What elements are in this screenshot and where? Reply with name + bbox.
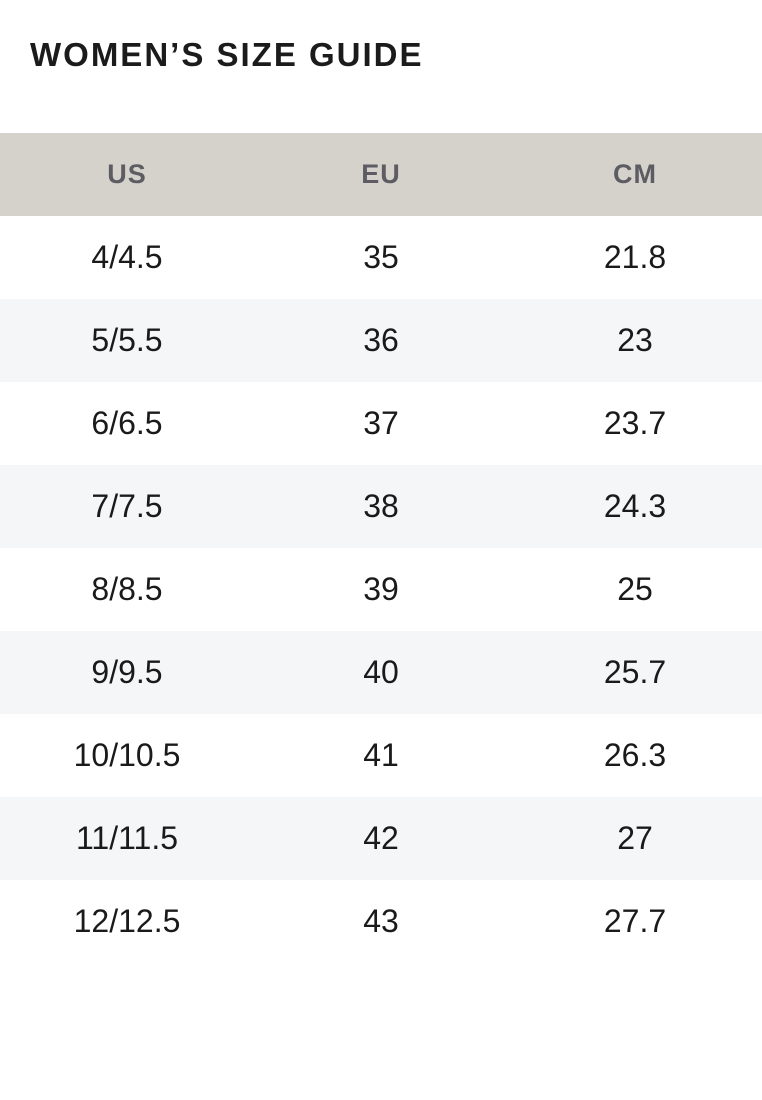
- cell-eu: 38: [363, 488, 399, 524]
- cell-cm: 24.3: [603, 488, 667, 524]
- size-guide-table: US EU CM 4/4.5 35 21.8 5/5.5 36 23 6/6.5…: [0, 133, 762, 963]
- table-row: 4/4.5 35 21.8: [0, 216, 762, 299]
- cell-us: 9/9.5: [91, 654, 163, 690]
- cell-eu: 42: [363, 820, 399, 856]
- cell-eu: 43: [363, 903, 399, 939]
- column-header-us: US: [107, 159, 147, 189]
- cell-us: 10/10.5: [73, 737, 181, 773]
- cell-us: 6/6.5: [91, 405, 163, 441]
- cell-eu: 39: [363, 571, 399, 607]
- cell-cm: 25.7: [603, 654, 667, 690]
- cell-cm: 23: [617, 322, 653, 358]
- cell-us: 7/7.5: [91, 488, 163, 524]
- cell-eu: 35: [363, 239, 399, 275]
- table-header-row: US EU CM: [0, 133, 762, 216]
- cell-cm: 27: [617, 820, 653, 856]
- cell-cm: 27.7: [603, 903, 667, 939]
- cell-us: 8/8.5: [91, 571, 163, 607]
- table-row: 9/9.5 40 25.7: [0, 631, 762, 714]
- cell-cm: 25: [617, 571, 653, 607]
- cell-us: 5/5.5: [91, 322, 163, 358]
- column-header-eu: EU: [361, 159, 401, 189]
- cell-cm: 23.7: [603, 405, 667, 441]
- cell-cm: 26.3: [603, 737, 667, 773]
- cell-eu: 36: [363, 322, 399, 358]
- cell-cm: 21.8: [603, 239, 667, 275]
- table-row: 12/12.5 43 27.7: [0, 880, 762, 963]
- cell-us: 11/11.5: [75, 820, 178, 856]
- cell-us: 12/12.5: [73, 903, 181, 939]
- cell-eu: 40: [363, 654, 399, 690]
- cell-eu: 41: [363, 737, 399, 773]
- table-row: 7/7.5 38 24.3: [0, 465, 762, 548]
- table-row: 6/6.5 37 23.7: [0, 382, 762, 465]
- table-row: 8/8.5 39 25: [0, 548, 762, 631]
- page-title: WOMEN’S SIZE GUIDE: [30, 36, 424, 73]
- table-body: 4/4.5 35 21.8 5/5.5 36 23 6/6.5 37 23.7 …: [0, 216, 762, 963]
- column-header-cm: CM: [613, 159, 657, 189]
- cell-us: 4/4.5: [91, 239, 163, 275]
- table-row: 10/10.5 41 26.3: [0, 714, 762, 797]
- cell-eu: 37: [363, 405, 399, 441]
- table-row: 11/11.5 42 27: [0, 797, 762, 880]
- table-row: 5/5.5 36 23: [0, 299, 762, 382]
